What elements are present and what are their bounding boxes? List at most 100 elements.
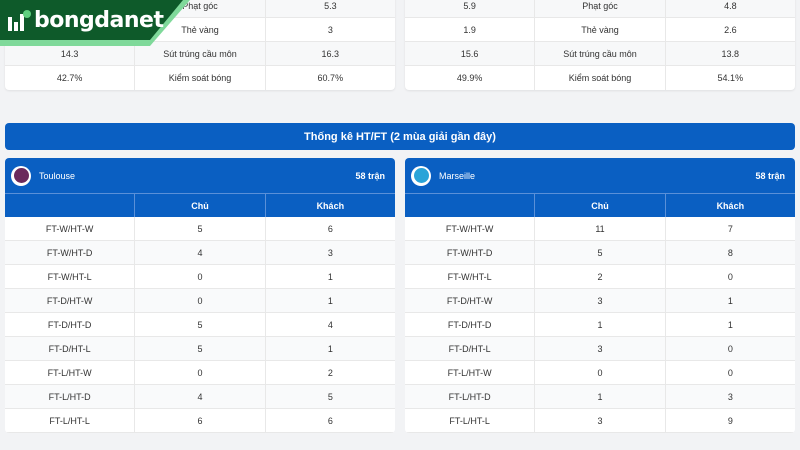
- table-cell: 3: [535, 409, 666, 432]
- table-row: FT-D/HT-D 5 4: [5, 313, 395, 337]
- htft-title: Thống kê HT/FT (2 mùa giải gần đây): [5, 123, 795, 150]
- stat-row: 15.6 Sút trúng cầu môn 13.8: [405, 42, 795, 66]
- stat-cell: 16.3: [321, 48, 340, 59]
- stat-cell: 15.6: [405, 42, 536, 65]
- column-header-cell: Khách: [316, 200, 345, 211]
- column-header-cell: Chủ: [135, 194, 266, 217]
- table-cell: 6: [327, 415, 333, 426]
- team-name[interactable]: Toulouse: [39, 170, 76, 181]
- table-row: FT-L/HT-L 6 6: [5, 409, 395, 433]
- table-cell: FT-D/HT-W: [405, 289, 536, 312]
- table-cell: 6: [327, 223, 333, 234]
- stat-cell: 5.3: [324, 0, 337, 11]
- stat-cell: Thẻ vàng: [135, 18, 266, 41]
- table-cell: 1: [535, 313, 666, 336]
- table-cell: FT-L/HT-D: [405, 385, 536, 408]
- match-count: 58 trận: [755, 170, 785, 181]
- table-cell: 0: [535, 361, 666, 384]
- table-cell: 1: [327, 295, 333, 306]
- stat-cell: 13.8: [721, 48, 740, 59]
- table-cell: 8: [727, 247, 733, 258]
- stat-cell: 3: [327, 24, 333, 35]
- team-name[interactable]: Marseille: [439, 170, 476, 181]
- stat-row: 49.9% Kiểm soát bóng 54.1%: [405, 66, 795, 90]
- table-cell: FT-L/HT-D: [5, 385, 136, 408]
- stat-cell: 5.9: [405, 0, 536, 17]
- column-header-cell: Khách: [716, 200, 745, 211]
- table-row: FT-W/HT-L 0 1: [5, 265, 395, 289]
- stat-cell: Sút trúng cầu môn: [535, 42, 666, 65]
- table-cell: FT-L/HT-W: [405, 361, 536, 384]
- table-cell: FT-W/HT-D: [405, 241, 536, 264]
- table-cell: 5: [135, 337, 266, 360]
- table-row: FT-D/HT-W 0 1: [5, 289, 395, 313]
- bongdanet-logo[interactable]: bongdanet: [0, 0, 190, 46]
- column-header-cell: Chủ: [535, 194, 666, 217]
- stat-cell: 54.1%: [717, 73, 744, 83]
- table-cell: FT-W/HT-L: [405, 265, 536, 288]
- table-row: FT-D/HT-W 3 1: [405, 289, 795, 313]
- stat-cell: Sút trúng cầu môn: [135, 42, 266, 65]
- table-cell: 3: [327, 247, 333, 258]
- table-cell: 3: [727, 391, 733, 402]
- table-cell: FT-W/HT-L: [5, 265, 136, 288]
- table-cell: 5: [135, 313, 266, 336]
- table-cell: 0: [135, 289, 266, 312]
- stat-cell: 2.6: [724, 24, 737, 35]
- table-row: FT-W/HT-L 2 0: [405, 265, 795, 289]
- table-cell: 3: [535, 337, 666, 360]
- table-cell: FT-L/HT-L: [405, 409, 536, 432]
- column-header-cell: [5, 194, 136, 217]
- stat-cell: Phạt góc: [535, 0, 666, 17]
- table-row: FT-W/HT-W 11 7: [405, 217, 795, 241]
- table-cell: 6: [135, 409, 266, 432]
- table-row: FT-W/HT-D 4 3: [5, 241, 395, 265]
- table-cell: FT-L/HT-L: [5, 409, 136, 432]
- table-row: FT-D/HT-L 5 1: [5, 337, 395, 361]
- table-cell: FT-D/HT-W: [5, 289, 136, 312]
- table-cell: FT-D/HT-D: [405, 313, 536, 336]
- table-cell: 0: [727, 271, 733, 282]
- table-cell: 1: [535, 385, 666, 408]
- table-cell: FT-W/HT-D: [5, 241, 136, 264]
- stat-cell: 60.7%: [317, 73, 344, 83]
- table-cell: 2: [327, 367, 333, 378]
- table-cell: 4: [135, 385, 266, 408]
- table-row: FT-D/HT-L 3 0: [405, 337, 795, 361]
- stat-cell: 49.9%: [405, 66, 536, 90]
- stat-row: 1.9 Thẻ vàng 2.6: [405, 18, 795, 42]
- table-cell: FT-W/HT-W: [5, 217, 136, 240]
- table-cell: 4: [135, 241, 266, 264]
- table-cell: 11: [535, 217, 666, 240]
- table-row: FT-L/HT-W 0 0: [405, 361, 795, 385]
- stat-cell: Thẻ vàng: [535, 18, 666, 41]
- match-count: 58 trận: [355, 170, 385, 181]
- toulouse-panel: Toulouse 58 trận Chủ Khách FT-W/HT-W 5 6 FT-…: [5, 158, 395, 433]
- table-cell: 5: [135, 217, 266, 240]
- column-header-cell: [405, 194, 536, 217]
- table-cell: FT-L/HT-W: [5, 361, 136, 384]
- table-cell: 7: [727, 223, 733, 234]
- right-stats-table: 5.9 Phạt góc 4.8 1.9 Thẻ vàng 2.6 15.6 Sút trún…: [405, 0, 795, 90]
- table-cell: 1: [327, 271, 333, 282]
- stat-row: 42.7% Kiểm soát bóng 60.7%: [5, 66, 395, 90]
- table-cell: 0: [727, 343, 733, 354]
- stat-cell: 14.3: [5, 42, 136, 65]
- table-cell: 2: [535, 265, 666, 288]
- table-cell: 5: [327, 391, 333, 402]
- stat-cell: 4.8: [724, 0, 737, 11]
- table-cell: 0: [135, 361, 266, 384]
- stat-cell: 42.7%: [5, 66, 136, 90]
- table-cell: 4: [327, 319, 333, 330]
- stat-row: 5.9 Phạt góc 4.8: [405, 0, 795, 18]
- table-row: FT-L/HT-W 0 2: [5, 361, 395, 385]
- table-cell: 1: [727, 295, 733, 306]
- table-cell: 3: [535, 289, 666, 312]
- column-header: Chủ Khách: [5, 193, 395, 217]
- table-cell: 9: [727, 415, 733, 426]
- table-cell: 0: [135, 265, 266, 288]
- table-row: FT-L/HT-D 4 5: [5, 385, 395, 409]
- table-row: FT-W/HT-W 5 6: [5, 217, 395, 241]
- team-logo-icon: [411, 165, 431, 186]
- team-logo-icon: [11, 165, 31, 186]
